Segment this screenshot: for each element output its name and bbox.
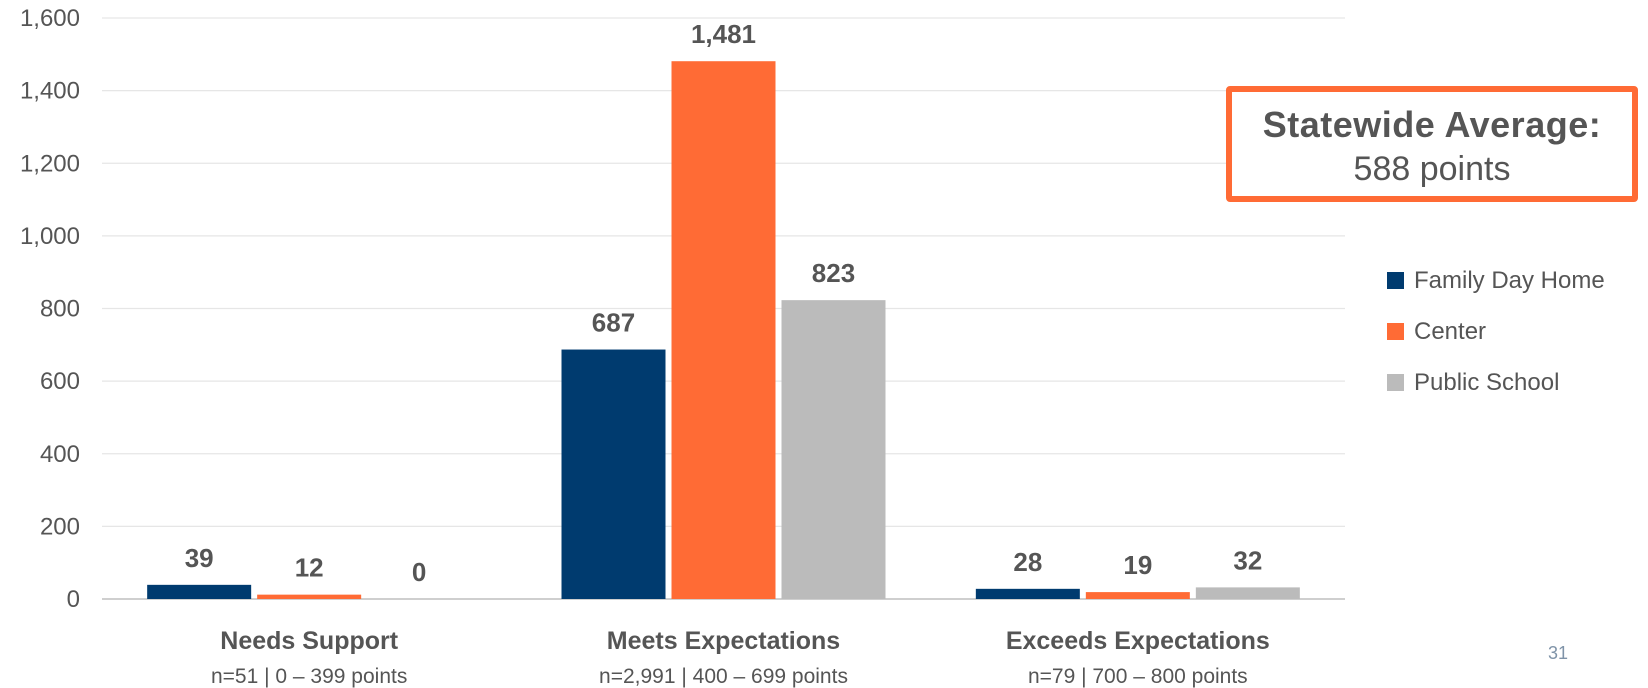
y-tick-label: 1,200 xyxy=(20,150,80,177)
callout-value: 588 points xyxy=(1353,150,1511,188)
bar xyxy=(147,584,252,599)
data-label: 12 xyxy=(295,553,324,583)
bar xyxy=(671,61,776,600)
y-tick-label: 1,400 xyxy=(20,78,80,105)
legend-label: Family Day Home xyxy=(1414,267,1605,294)
category-sublabel: n=51 | 0 – 399 points xyxy=(211,665,407,688)
data-label: 28 xyxy=(1013,547,1042,577)
y-tick-label: 1,600 xyxy=(20,5,80,32)
legend-label: Center xyxy=(1414,318,1486,345)
page-number: 31 xyxy=(1548,643,1569,663)
legend-label: Public School xyxy=(1414,369,1559,396)
bar xyxy=(781,300,886,599)
bar xyxy=(1085,592,1190,599)
y-tick-label: 1,000 xyxy=(20,223,80,250)
legend-swatch xyxy=(1387,272,1404,289)
bar xyxy=(561,349,666,599)
category-sublabel: n=79 | 700 – 800 points xyxy=(1028,665,1248,688)
category-label: Meets Expectations xyxy=(607,627,840,655)
bar xyxy=(975,588,1080,599)
y-tick-label: 800 xyxy=(40,296,80,323)
bar xyxy=(257,594,362,599)
category-sublabel: n=2,991 | 400 – 699 points xyxy=(599,665,848,688)
data-label: 19 xyxy=(1123,550,1152,580)
legend-swatch xyxy=(1387,323,1404,340)
data-label: 687 xyxy=(592,308,635,338)
data-label: 0 xyxy=(412,557,426,587)
data-label: 1,481 xyxy=(691,19,756,49)
y-tick-label: 0 xyxy=(67,586,80,613)
data-label: 32 xyxy=(1233,545,1262,575)
bar xyxy=(1195,587,1300,599)
y-tick-label: 200 xyxy=(40,513,80,540)
category-label: Needs Support xyxy=(220,627,398,655)
y-tick-label: 400 xyxy=(40,441,80,468)
statewide-average-callout: Statewide Average: 588 points xyxy=(1226,86,1638,202)
legend-swatch xyxy=(1387,374,1404,391)
data-label: 823 xyxy=(812,258,855,288)
callout-title: Statewide Average: xyxy=(1262,104,1602,145)
category-label: Exceeds Expectations xyxy=(1006,627,1270,655)
data-label: 39 xyxy=(185,543,214,573)
y-tick-label: 600 xyxy=(40,368,80,395)
